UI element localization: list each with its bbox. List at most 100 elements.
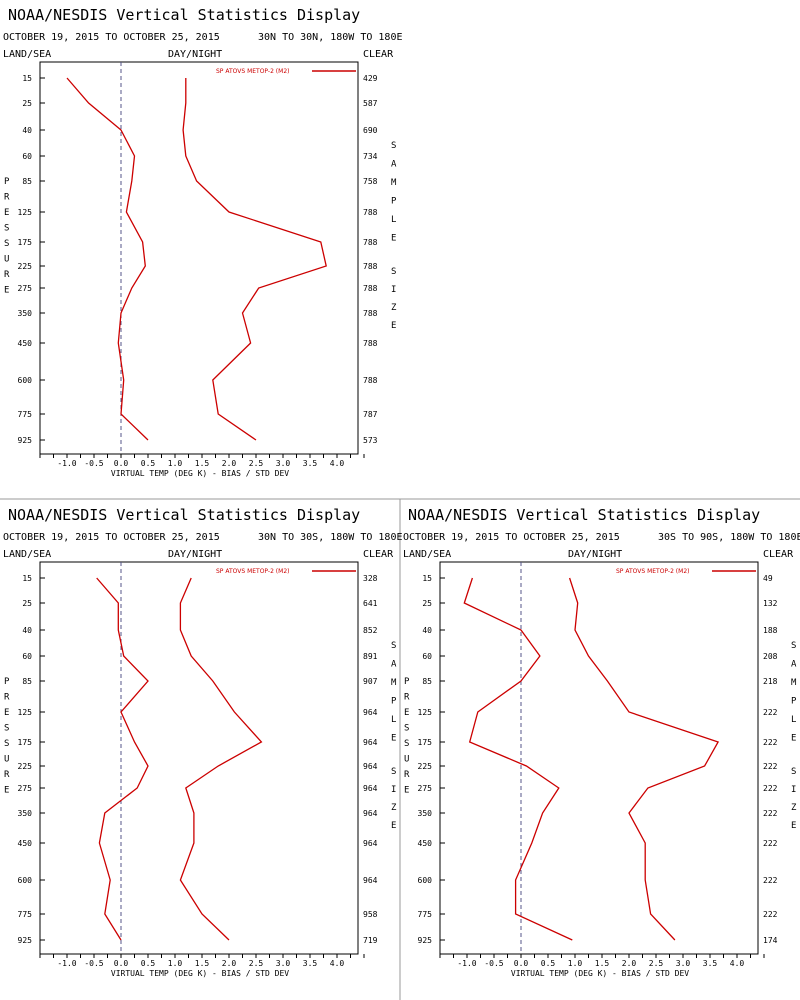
x-tick-label: 0.5 [141,959,156,968]
panel-date-range: OCTOBER 19, 2015 TO OCTOBER 25, 2015 [3,532,220,543]
x-tick-label: 2.0 [622,959,637,968]
pressure-tick-label: 125 [18,708,33,717]
sample-size-label: 222 [763,738,778,747]
x-tick-label: 1.0 [568,959,583,968]
size-axis-letter: Z [791,803,797,813]
x-tick-label: 4.0 [730,959,745,968]
pressure-tick-label: 60 [22,652,32,661]
sample-size-label: 587 [363,99,378,108]
size-axis-letter: I [391,285,396,295]
panel-date-range: OCTOBER 19, 2015 TO OCTOBER 25, 2015 [3,32,220,43]
sample-size-label: 222 [763,839,778,848]
sample-size-label: 964 [363,876,378,885]
pressure-axis-letter: P [404,677,410,687]
pressure-axis-letter: R [4,770,10,780]
sample-size-label: 132 [763,599,778,608]
pressure-axis-letter: S [4,224,9,234]
panel-region: 30N TO 30S, 180W TO 180E [258,532,403,543]
sample-axis-letter: A [391,160,397,170]
sample-axis-letter: P [391,697,397,707]
plot-frame [39,61,359,455]
sample-size-label: 788 [363,262,378,271]
x-tick-label: -0.5 [484,959,503,968]
pressure-tick-label: 175 [18,738,33,747]
x-tick-label: 1.0 [168,959,183,968]
x-tick-label: 3.0 [676,959,691,968]
x-axis-label: VIRTUAL TEMP (DEG K) - BIAS / STD DEV [111,969,289,978]
panel-region: 30N TO 30N, 180W TO 180E [258,32,403,43]
pressure-tick-label: 450 [18,339,33,348]
x-tick-label: 0.0 [114,959,129,968]
pressure-tick-label: 25 [422,599,432,608]
pressure-tick-label: 85 [22,177,32,186]
x-tick-label: 3.5 [703,959,718,968]
sample-axis-letter: M [791,678,797,688]
size-axis-letter: S [391,767,396,777]
sample-size-label: 788 [363,284,378,293]
day-night-header: DAY/NIGHT [168,49,222,60]
bias-line [66,77,149,441]
pressure-axis-letter: R [4,693,10,703]
size-axis-letter: Z [391,803,397,813]
pressure-tick-label: 40 [422,626,432,635]
sample-axis-letter: L [391,715,396,725]
size-axis-letter: I [391,785,396,795]
pressure-tick-label: 925 [18,936,33,945]
sample-size-label: 719 [363,936,378,945]
x-tick-label: -0.5 [84,459,103,468]
pressure-tick-label: 275 [18,284,33,293]
x-tick-label: 3.5 [303,459,318,468]
panel-region: 30S TO 90S, 180W TO 180E [658,532,800,543]
pressure-axis-letter: R [4,193,10,203]
x-tick-label: 1.5 [195,959,210,968]
x-tick-label: 2.0 [222,959,237,968]
sample-size-label: 174 [763,936,778,945]
pressure-tick-label: 925 [418,936,433,945]
x-tick-label: 1.5 [595,959,610,968]
x-tick-label: -1.0 [57,959,76,968]
sample-size-label: 222 [763,876,778,885]
pressure-axis-letter: E [4,708,9,718]
sample-size-label: 852 [363,626,378,635]
pressure-axis-letter: S [4,739,9,749]
clear-header: CLEAR [763,549,794,560]
sample-size-label: 429 [363,74,378,83]
sample-axis-letter: P [391,197,397,207]
x-axis-label: VIRTUAL TEMP (DEG K) - BIAS / STD DEV [111,469,289,478]
sample-size-label: 222 [763,784,778,793]
sample-size-label: 958 [363,910,378,919]
pressure-tick-label: 225 [18,762,33,771]
pressure-tick-label: 275 [18,784,33,793]
size-axis-letter: I [791,785,796,795]
pressure-tick-label: 225 [18,262,33,271]
pressure-axis-letter: E [404,708,409,718]
day-night-header: DAY/NIGHT [568,549,622,560]
sample-size-label: 964 [363,762,378,771]
legend-label: SP ATOVS METOP-2 (M2) [216,568,289,575]
pressure-tick-label: 60 [22,152,32,161]
panel-date-range: OCTOBER 19, 2015 TO OCTOBER 25, 2015 [403,532,620,543]
pressure-tick-label: 125 [418,708,433,717]
sample-size-label: 964 [363,809,378,818]
sample-size-label: 222 [763,708,778,717]
pressure-axis-letter: R [4,270,10,280]
pressure-tick-label: 925 [18,436,33,445]
clear-header: CLEAR [363,49,394,60]
size-axis-letter: E [391,321,396,331]
sample-size-label: 758 [363,177,378,186]
sample-size-label: 788 [363,339,378,348]
x-tick-label: 1.5 [195,459,210,468]
sample-size-label: 222 [763,762,778,771]
x-tick-label: 0.0 [514,959,529,968]
pressure-tick-label: 600 [18,376,33,385]
x-tick-label: 3.5 [303,959,318,968]
pressure-tick-label: 85 [22,677,32,686]
sample-size-label: 222 [763,910,778,919]
bias-line [96,577,149,941]
chart-panel-2: NOAA/NESDIS Vertical Statistics Display O… [3,506,403,978]
sample-size-label: 788 [363,376,378,385]
pressure-tick-label: 775 [18,410,33,419]
sample-size-label: 964 [363,708,378,717]
sample-size-label: 734 [363,152,378,161]
